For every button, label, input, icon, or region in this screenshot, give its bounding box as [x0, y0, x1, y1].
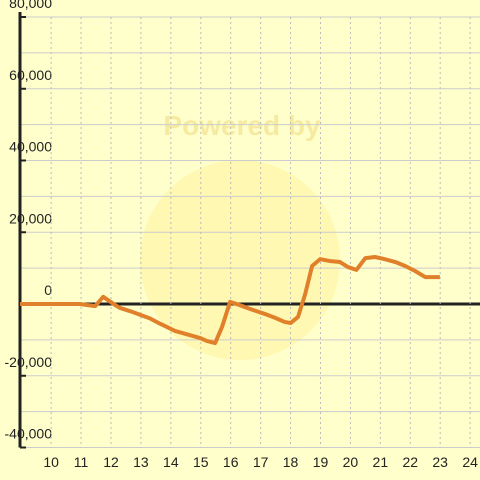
x-tick-label: 10 — [43, 454, 59, 470]
watermark-logo — [140, 160, 340, 360]
x-tick-label: 16 — [223, 454, 239, 470]
line-series — [20, 255, 440, 346]
y-tick-label: -40,000 — [5, 426, 53, 442]
y-tick-label: 80,000 — [9, 0, 52, 11]
y-tick-label: 40,000 — [9, 139, 52, 155]
x-tick-label: 11 — [74, 454, 89, 470]
x-tick-label: 14 — [163, 454, 179, 470]
x-tick-label: 23 — [432, 454, 448, 470]
x-tick-label: 13 — [133, 454, 149, 470]
x-tick-label: 24 — [462, 454, 478, 470]
x-tick-label: 17 — [253, 454, 269, 470]
x-tick-label: 18 — [283, 454, 299, 470]
x-tick-label: 15 — [193, 454, 209, 470]
y-tick-label: -20,000 — [5, 354, 53, 370]
y-tick-label: 20,000 — [9, 210, 52, 226]
x-tick-label: 12 — [103, 454, 119, 470]
x-tick-label: 20 — [343, 454, 359, 470]
x-tick-label: 22 — [402, 454, 418, 470]
x-tick-label: 21 — [373, 454, 389, 470]
y-tick-label: 60,000 — [9, 67, 52, 83]
y-tick-label: 0 — [44, 282, 52, 298]
watermark: Powered by — [163, 110, 321, 141]
x-tick-label: 19 — [313, 454, 329, 470]
